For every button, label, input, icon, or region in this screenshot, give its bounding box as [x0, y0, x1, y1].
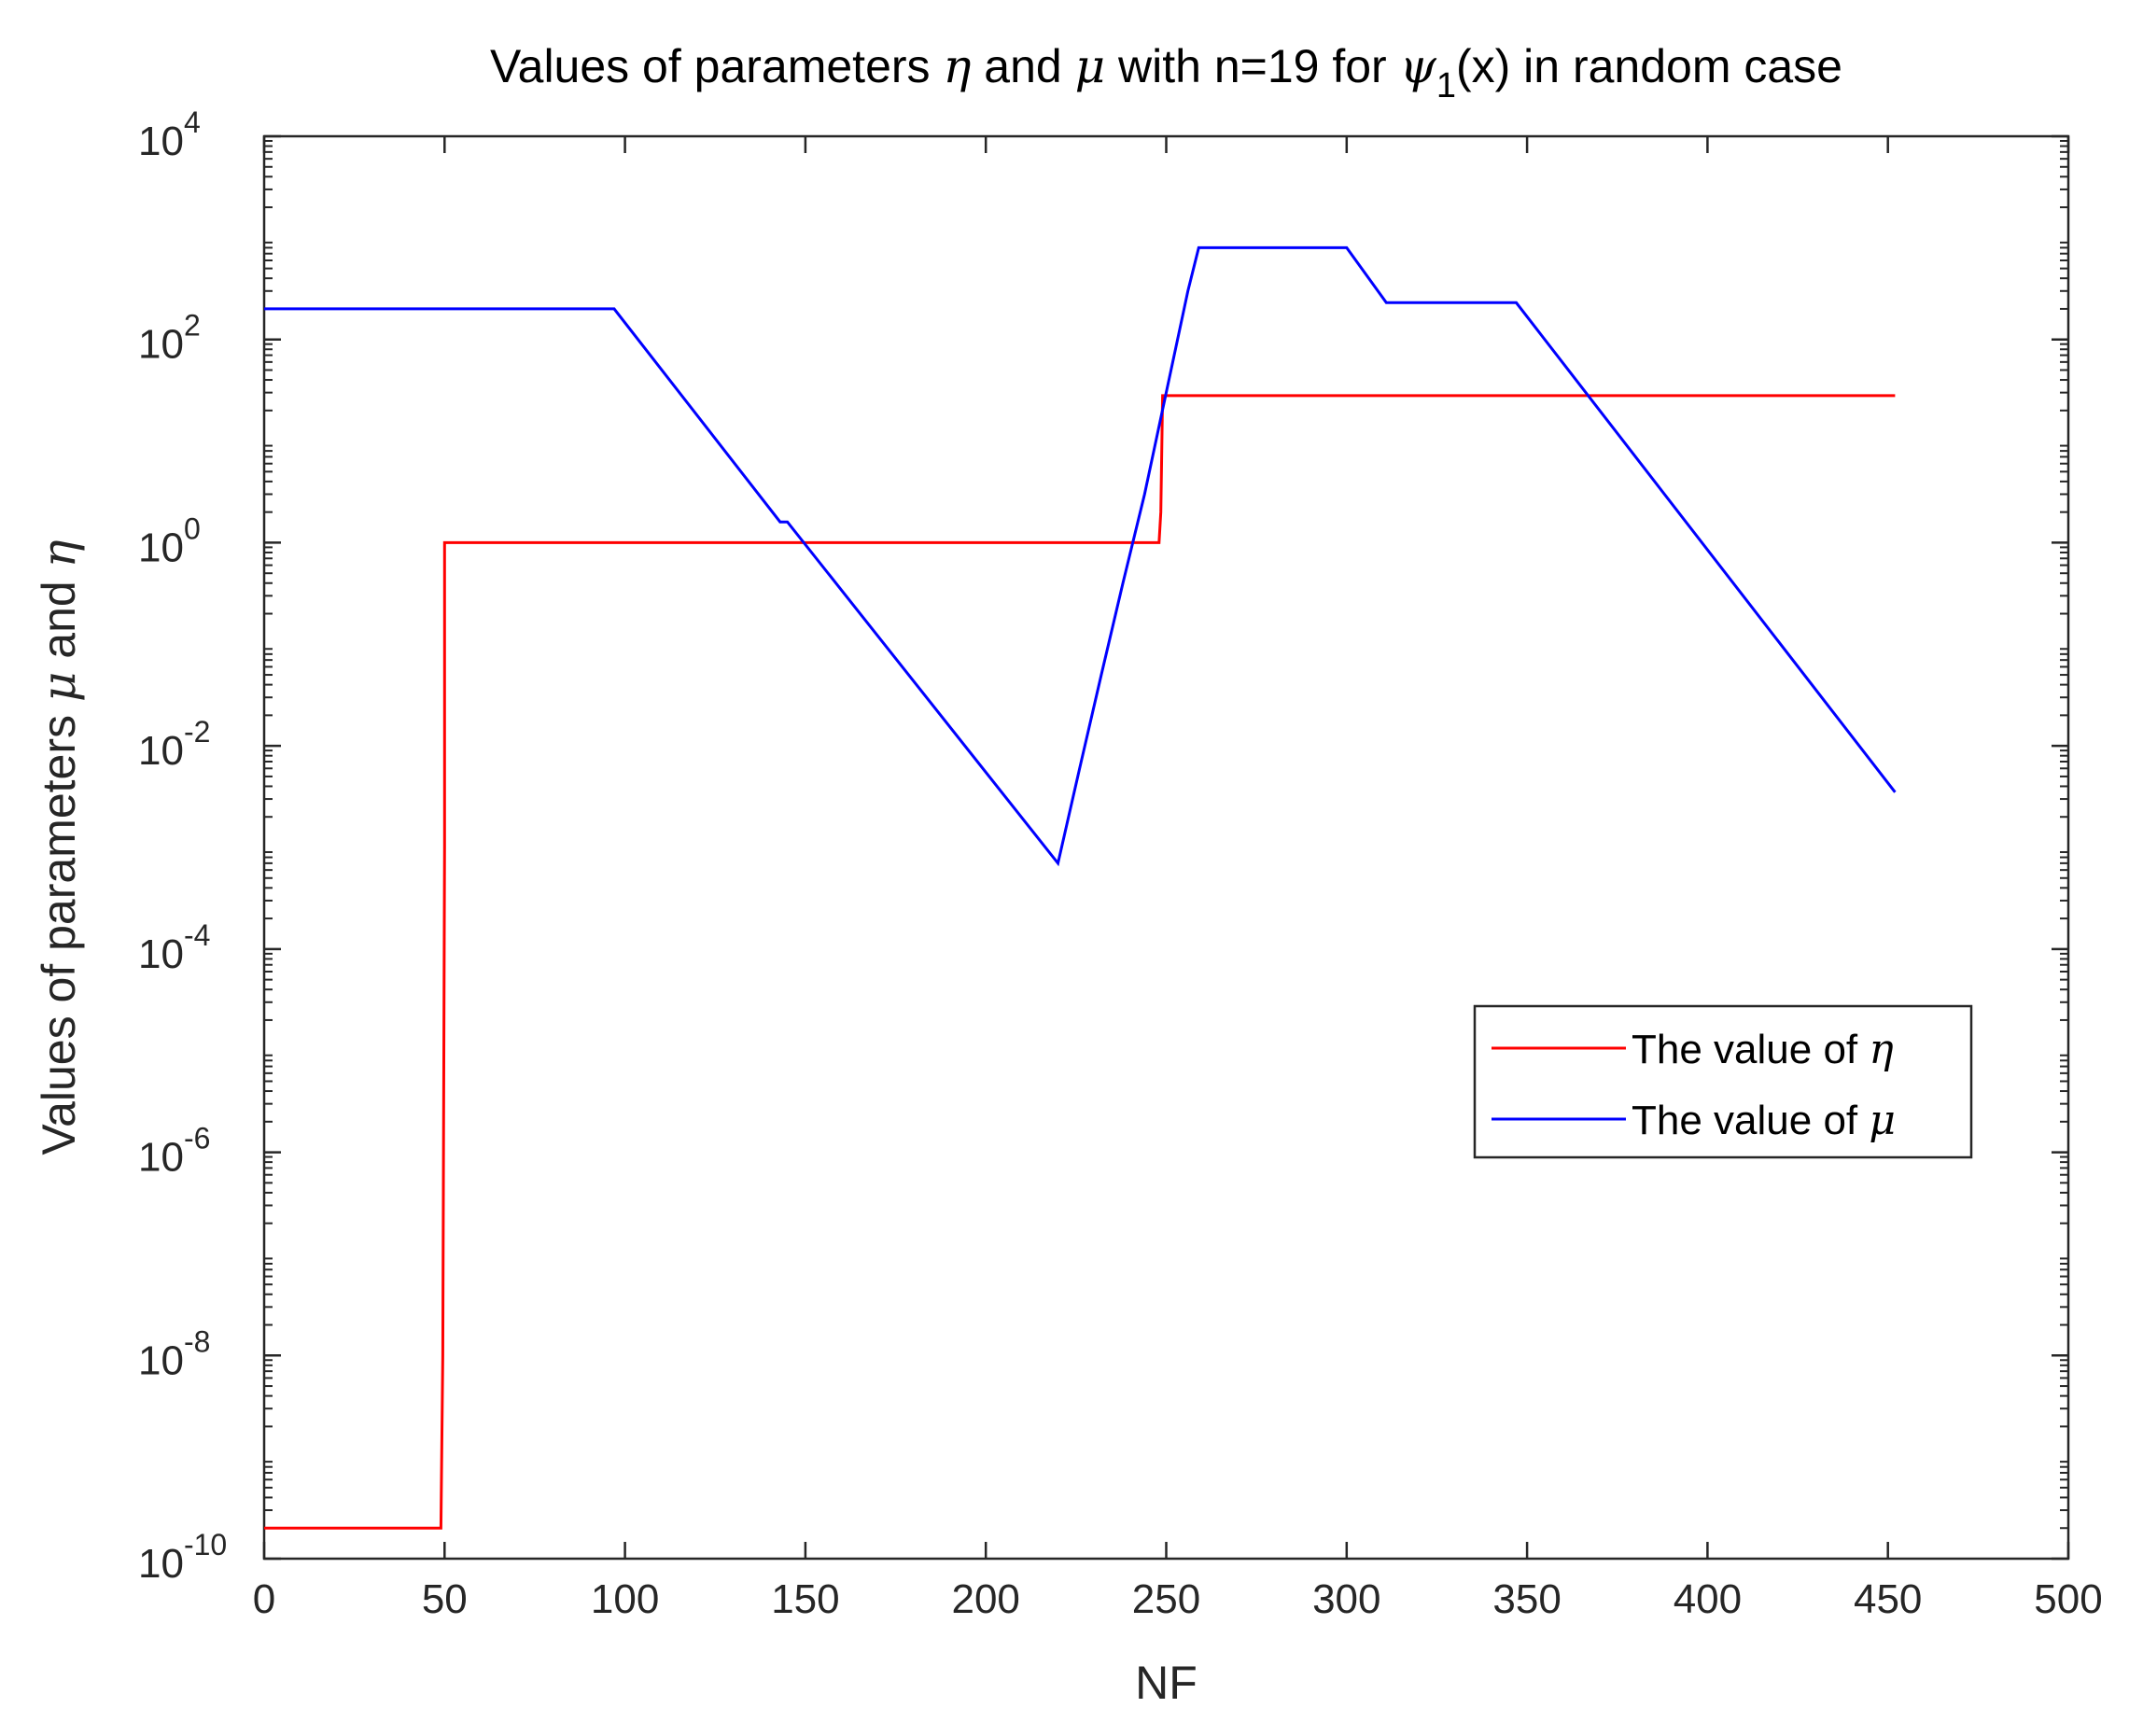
legend-box — [1473, 1004, 1973, 1159]
y-tick-label: 10-2 — [138, 715, 210, 774]
y-tick-label: 10-6 — [138, 1122, 210, 1181]
x-tick-label: 50 — [422, 1576, 468, 1622]
x-tick-label: 0 — [253, 1576, 275, 1622]
y-axis-label: Values of parameters μ and η — [32, 539, 86, 1155]
legend-entry-label: The value of η — [1632, 1026, 1894, 1073]
axes: 0 50 100 150 200 250 300 350 400 450 500 10-10 10-8 1… — [138, 105, 2103, 1622]
x-axis-label-text: NF — [1135, 1657, 1198, 1709]
y-axis-label-text: Values of parameters μ and η — [32, 539, 86, 1155]
x-tick-label: 250 — [1132, 1576, 1200, 1622]
series-lines — [264, 245, 1897, 1530]
y-tick-label: 10-10 — [138, 1528, 227, 1587]
x-tick-label: 350 — [1492, 1576, 1561, 1622]
x-tick-label: 450 — [1854, 1576, 1922, 1622]
x-tick-label: 400 — [1674, 1576, 1742, 1622]
x-tick-label: 100 — [591, 1576, 659, 1622]
y-tick-label: 104 — [138, 105, 201, 164]
legend-entry-label: The value of μ — [1632, 1097, 1896, 1144]
x-tick-label: 150 — [771, 1576, 839, 1622]
series-line-mu — [264, 245, 1897, 867]
legend: The value of η The value of μ — [1473, 1004, 1973, 1159]
x-axis-label: NF — [1135, 1657, 1198, 1709]
y-tick-label: 10-8 — [138, 1324, 210, 1383]
chart-title-text: Values of parameters η and μ with n=19 f… — [490, 39, 1842, 105]
chart-title: Values of parameters η and μ with n=19 f… — [490, 39, 1842, 105]
series-line-eta — [264, 394, 1896, 1530]
y-tick-label: 102 — [138, 309, 201, 368]
y-tick-label: 100 — [138, 511, 201, 570]
y-tick-label: 10-4 — [138, 918, 210, 977]
x-tick-label: 500 — [2034, 1576, 2102, 1622]
plot-box — [262, 134, 2070, 1561]
x-tick-label: 200 — [951, 1576, 1019, 1622]
x-tick-label: 300 — [1312, 1576, 1380, 1622]
